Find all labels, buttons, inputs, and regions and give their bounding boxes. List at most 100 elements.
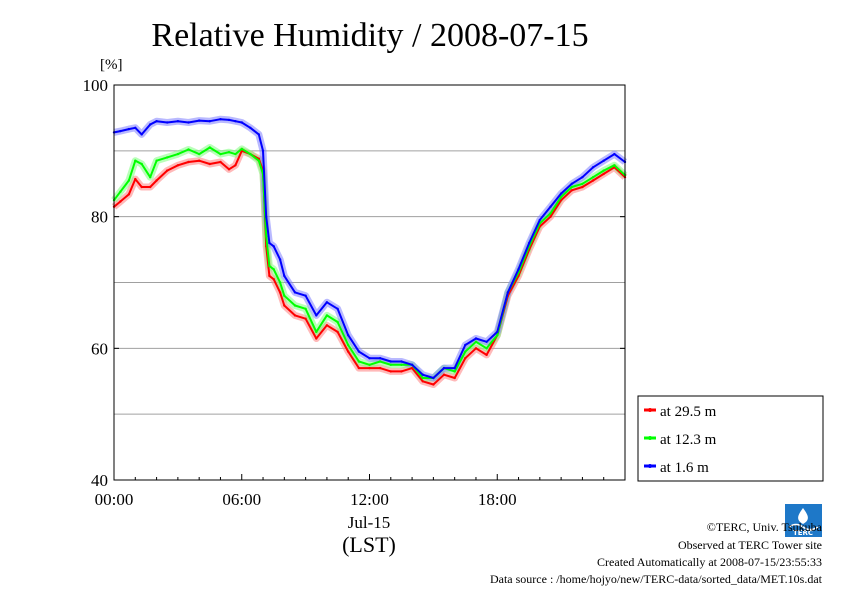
credit-copyright: ©TERC, Univ. Tsukuba bbox=[707, 520, 823, 534]
data-point bbox=[208, 146, 211, 149]
data-point bbox=[265, 215, 268, 218]
data-point bbox=[315, 330, 318, 334]
data-point bbox=[127, 127, 131, 131]
data-point bbox=[219, 118, 222, 121]
data-point bbox=[378, 360, 382, 363]
legend-marker bbox=[648, 408, 652, 412]
data-point bbox=[357, 360, 361, 363]
data-point bbox=[234, 164, 237, 167]
series-line bbox=[113, 118, 626, 379]
data-point bbox=[368, 366, 371, 370]
data-point bbox=[464, 343, 467, 347]
data-point bbox=[357, 350, 361, 353]
data-point bbox=[227, 151, 231, 154]
gridlines bbox=[114, 150, 625, 415]
data-point bbox=[485, 340, 488, 343]
data-point bbox=[240, 147, 243, 151]
data-point bbox=[368, 357, 371, 360]
credit-site: Observed at TERC Tower site bbox=[678, 538, 822, 552]
legend-box bbox=[637, 395, 824, 482]
data-point bbox=[198, 119, 201, 122]
data-point bbox=[389, 360, 392, 363]
data-point bbox=[155, 120, 158, 123]
data-point bbox=[119, 190, 122, 193]
data-point bbox=[227, 118, 231, 122]
data-point bbox=[198, 159, 201, 162]
data-point bbox=[268, 264, 271, 268]
y-tick-label: 40 bbox=[91, 471, 108, 490]
data-point bbox=[208, 120, 211, 123]
data-point bbox=[304, 317, 307, 320]
data-point bbox=[166, 169, 169, 172]
data-point bbox=[602, 159, 605, 162]
data-point bbox=[257, 159, 260, 162]
x-axis-date-label: Jul-15 bbox=[348, 513, 391, 532]
data-point bbox=[187, 148, 190, 151]
data-point bbox=[506, 291, 510, 294]
data-point bbox=[559, 195, 563, 199]
series-halo bbox=[111, 144, 628, 382]
data-point bbox=[496, 334, 499, 337]
data-point bbox=[421, 376, 424, 380]
data-point bbox=[347, 343, 350, 347]
data-point bbox=[272, 245, 275, 248]
legend-label: at 1.6 m bbox=[660, 460, 709, 476]
data-point bbox=[304, 294, 307, 297]
wave-icon bbox=[788, 523, 819, 531]
data-point bbox=[187, 160, 190, 164]
data-point bbox=[453, 370, 456, 373]
data-point bbox=[134, 126, 137, 129]
data-point bbox=[602, 172, 605, 176]
data-point bbox=[283, 304, 286, 307]
data-point bbox=[591, 179, 595, 182]
data-point bbox=[278, 281, 282, 284]
credit-data-source: Data source : /home/hojyo/new/TERC-data/… bbox=[490, 572, 823, 586]
data-point bbox=[400, 370, 403, 373]
x-tick-label: 18:00 bbox=[478, 490, 517, 509]
data-point bbox=[261, 149, 265, 152]
data-point bbox=[325, 314, 329, 317]
data-point bbox=[208, 162, 211, 166]
data-point bbox=[155, 179, 158, 182]
data-point bbox=[496, 330, 499, 334]
data-point bbox=[304, 307, 307, 310]
data-point bbox=[368, 363, 371, 366]
data-point bbox=[272, 278, 275, 281]
data-point bbox=[127, 179, 131, 182]
data-point bbox=[293, 291, 297, 294]
data-point bbox=[283, 274, 286, 278]
data-point bbox=[315, 314, 318, 317]
data-point bbox=[234, 120, 237, 123]
legend: at 29.5 m at 12.3 m at 1.6 m bbox=[637, 395, 824, 482]
data-point bbox=[176, 152, 180, 156]
data-point bbox=[149, 176, 152, 179]
data-point bbox=[570, 185, 573, 189]
y-tick-label: 60 bbox=[91, 339, 108, 358]
data-point bbox=[347, 350, 350, 353]
data-point bbox=[166, 156, 169, 159]
data-point bbox=[613, 164, 616, 167]
logo-text: TERC bbox=[793, 529, 813, 537]
data-point bbox=[549, 215, 552, 218]
data-point bbox=[240, 121, 243, 124]
data-point bbox=[265, 235, 268, 238]
data-point bbox=[325, 301, 329, 304]
data-point bbox=[315, 337, 318, 340]
data-point bbox=[421, 373, 424, 376]
data-point bbox=[410, 363, 414, 366]
data-point bbox=[591, 166, 595, 169]
data-point bbox=[155, 159, 158, 162]
data-point bbox=[570, 189, 573, 192]
data-point bbox=[176, 120, 180, 123]
data-point bbox=[234, 152, 237, 156]
data-point bbox=[464, 357, 467, 360]
data-point bbox=[336, 307, 339, 310]
data-point bbox=[602, 169, 605, 172]
data-point bbox=[278, 258, 282, 261]
data-point bbox=[591, 176, 595, 179]
legend-marker bbox=[648, 436, 652, 440]
data-point bbox=[389, 370, 392, 373]
series-line bbox=[113, 146, 626, 379]
data-point bbox=[176, 164, 180, 167]
data-point bbox=[140, 185, 143, 189]
